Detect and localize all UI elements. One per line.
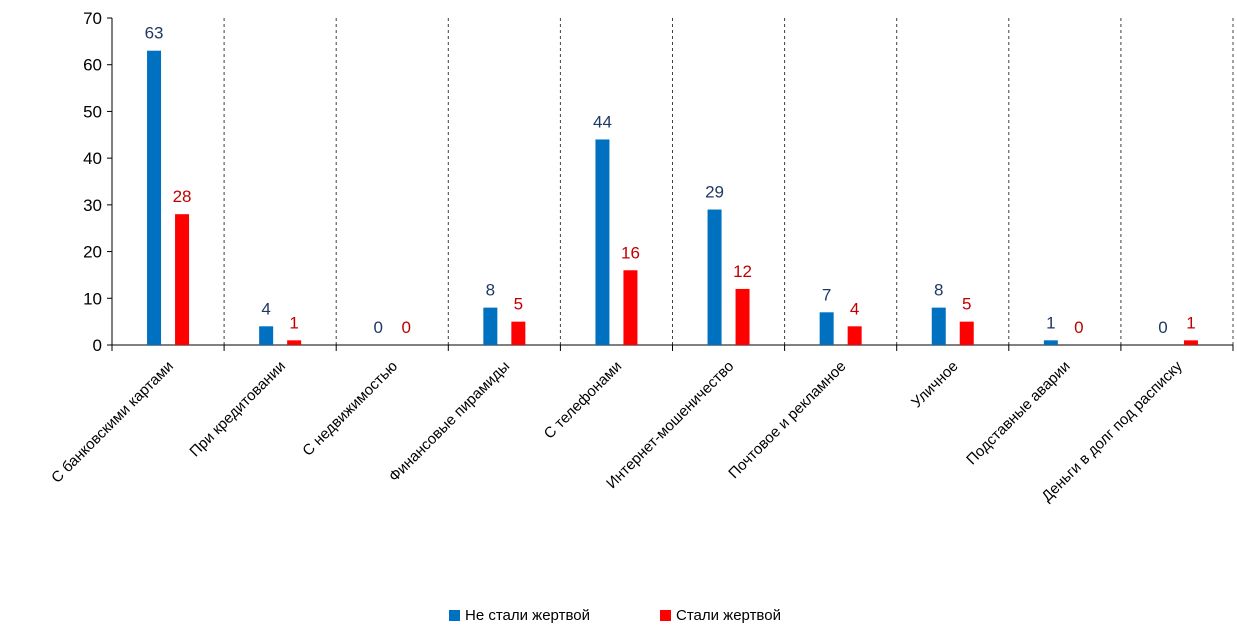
data-label: 4: [850, 299, 859, 318]
bar: [259, 326, 274, 345]
data-label: 1: [1186, 313, 1195, 332]
x-category-label: Подставные аварии: [963, 358, 1073, 468]
y-tick-label: 20: [83, 243, 102, 262]
chart-grid: [223, 18, 1234, 345]
bar: [287, 340, 302, 345]
data-label: 7: [822, 285, 831, 304]
data-label: 1: [289, 313, 298, 332]
x-category-label: С телефонами: [541, 358, 626, 443]
bar: [623, 270, 638, 345]
data-label: 0: [1074, 318, 1083, 337]
data-label: 0: [402, 318, 411, 337]
data-label: 12: [733, 262, 752, 281]
data-label: 28: [173, 187, 192, 206]
bar: [483, 307, 498, 345]
data-label: 5: [514, 295, 523, 314]
legend-swatch: [449, 610, 460, 621]
data-label: 8: [934, 281, 943, 300]
y-tick-label: 40: [83, 149, 102, 168]
x-category-label: При кредитовании: [186, 358, 288, 460]
legend-swatch: [660, 610, 671, 621]
bar: [819, 312, 834, 345]
bar: [1183, 340, 1198, 345]
legend-label: Не стали жертвой: [465, 607, 590, 624]
chart-bars: [147, 50, 1198, 345]
x-category-label: С недвижимостью: [299, 358, 401, 460]
data-label: 4: [261, 299, 270, 318]
bar: [735, 288, 750, 345]
x-category-label: Интернет-мошеничество: [603, 358, 737, 492]
bar: [595, 139, 610, 345]
data-label: 44: [593, 112, 612, 131]
data-label: 8: [486, 281, 495, 300]
y-tick-label: 70: [83, 9, 102, 28]
legend-label: Стали жертвой: [676, 607, 781, 624]
chart-legend: Не стали жертвой Стали жертвой: [449, 607, 781, 624]
data-label: 63: [145, 24, 164, 43]
bar: [147, 50, 162, 345]
data-label: 0: [374, 318, 383, 337]
x-category-label: Финансовые пирамиды: [386, 358, 514, 486]
data-label: 5: [962, 295, 971, 314]
x-category-label: С банковскими картами: [48, 358, 177, 487]
data-label: 1: [1046, 313, 1055, 332]
y-tick-label: 30: [83, 196, 102, 215]
y-tick-label: 50: [83, 102, 102, 121]
bar: [959, 321, 974, 345]
y-tick-label: 10: [83, 289, 102, 308]
bar: [847, 326, 862, 345]
y-tick-label: 0: [93, 336, 102, 355]
x-category-label: Почтовое и рекламное: [725, 358, 849, 482]
data-label: 0: [1158, 318, 1167, 337]
data-label: 16: [621, 243, 640, 262]
bar: [175, 214, 190, 345]
bar: [931, 307, 946, 345]
x-category-label: Уличное: [908, 358, 961, 411]
bar: [511, 321, 526, 345]
bar: [707, 209, 722, 345]
bar: [1043, 340, 1058, 345]
y-tick-label: 60: [83, 56, 102, 75]
data-label: 29: [705, 183, 724, 202]
